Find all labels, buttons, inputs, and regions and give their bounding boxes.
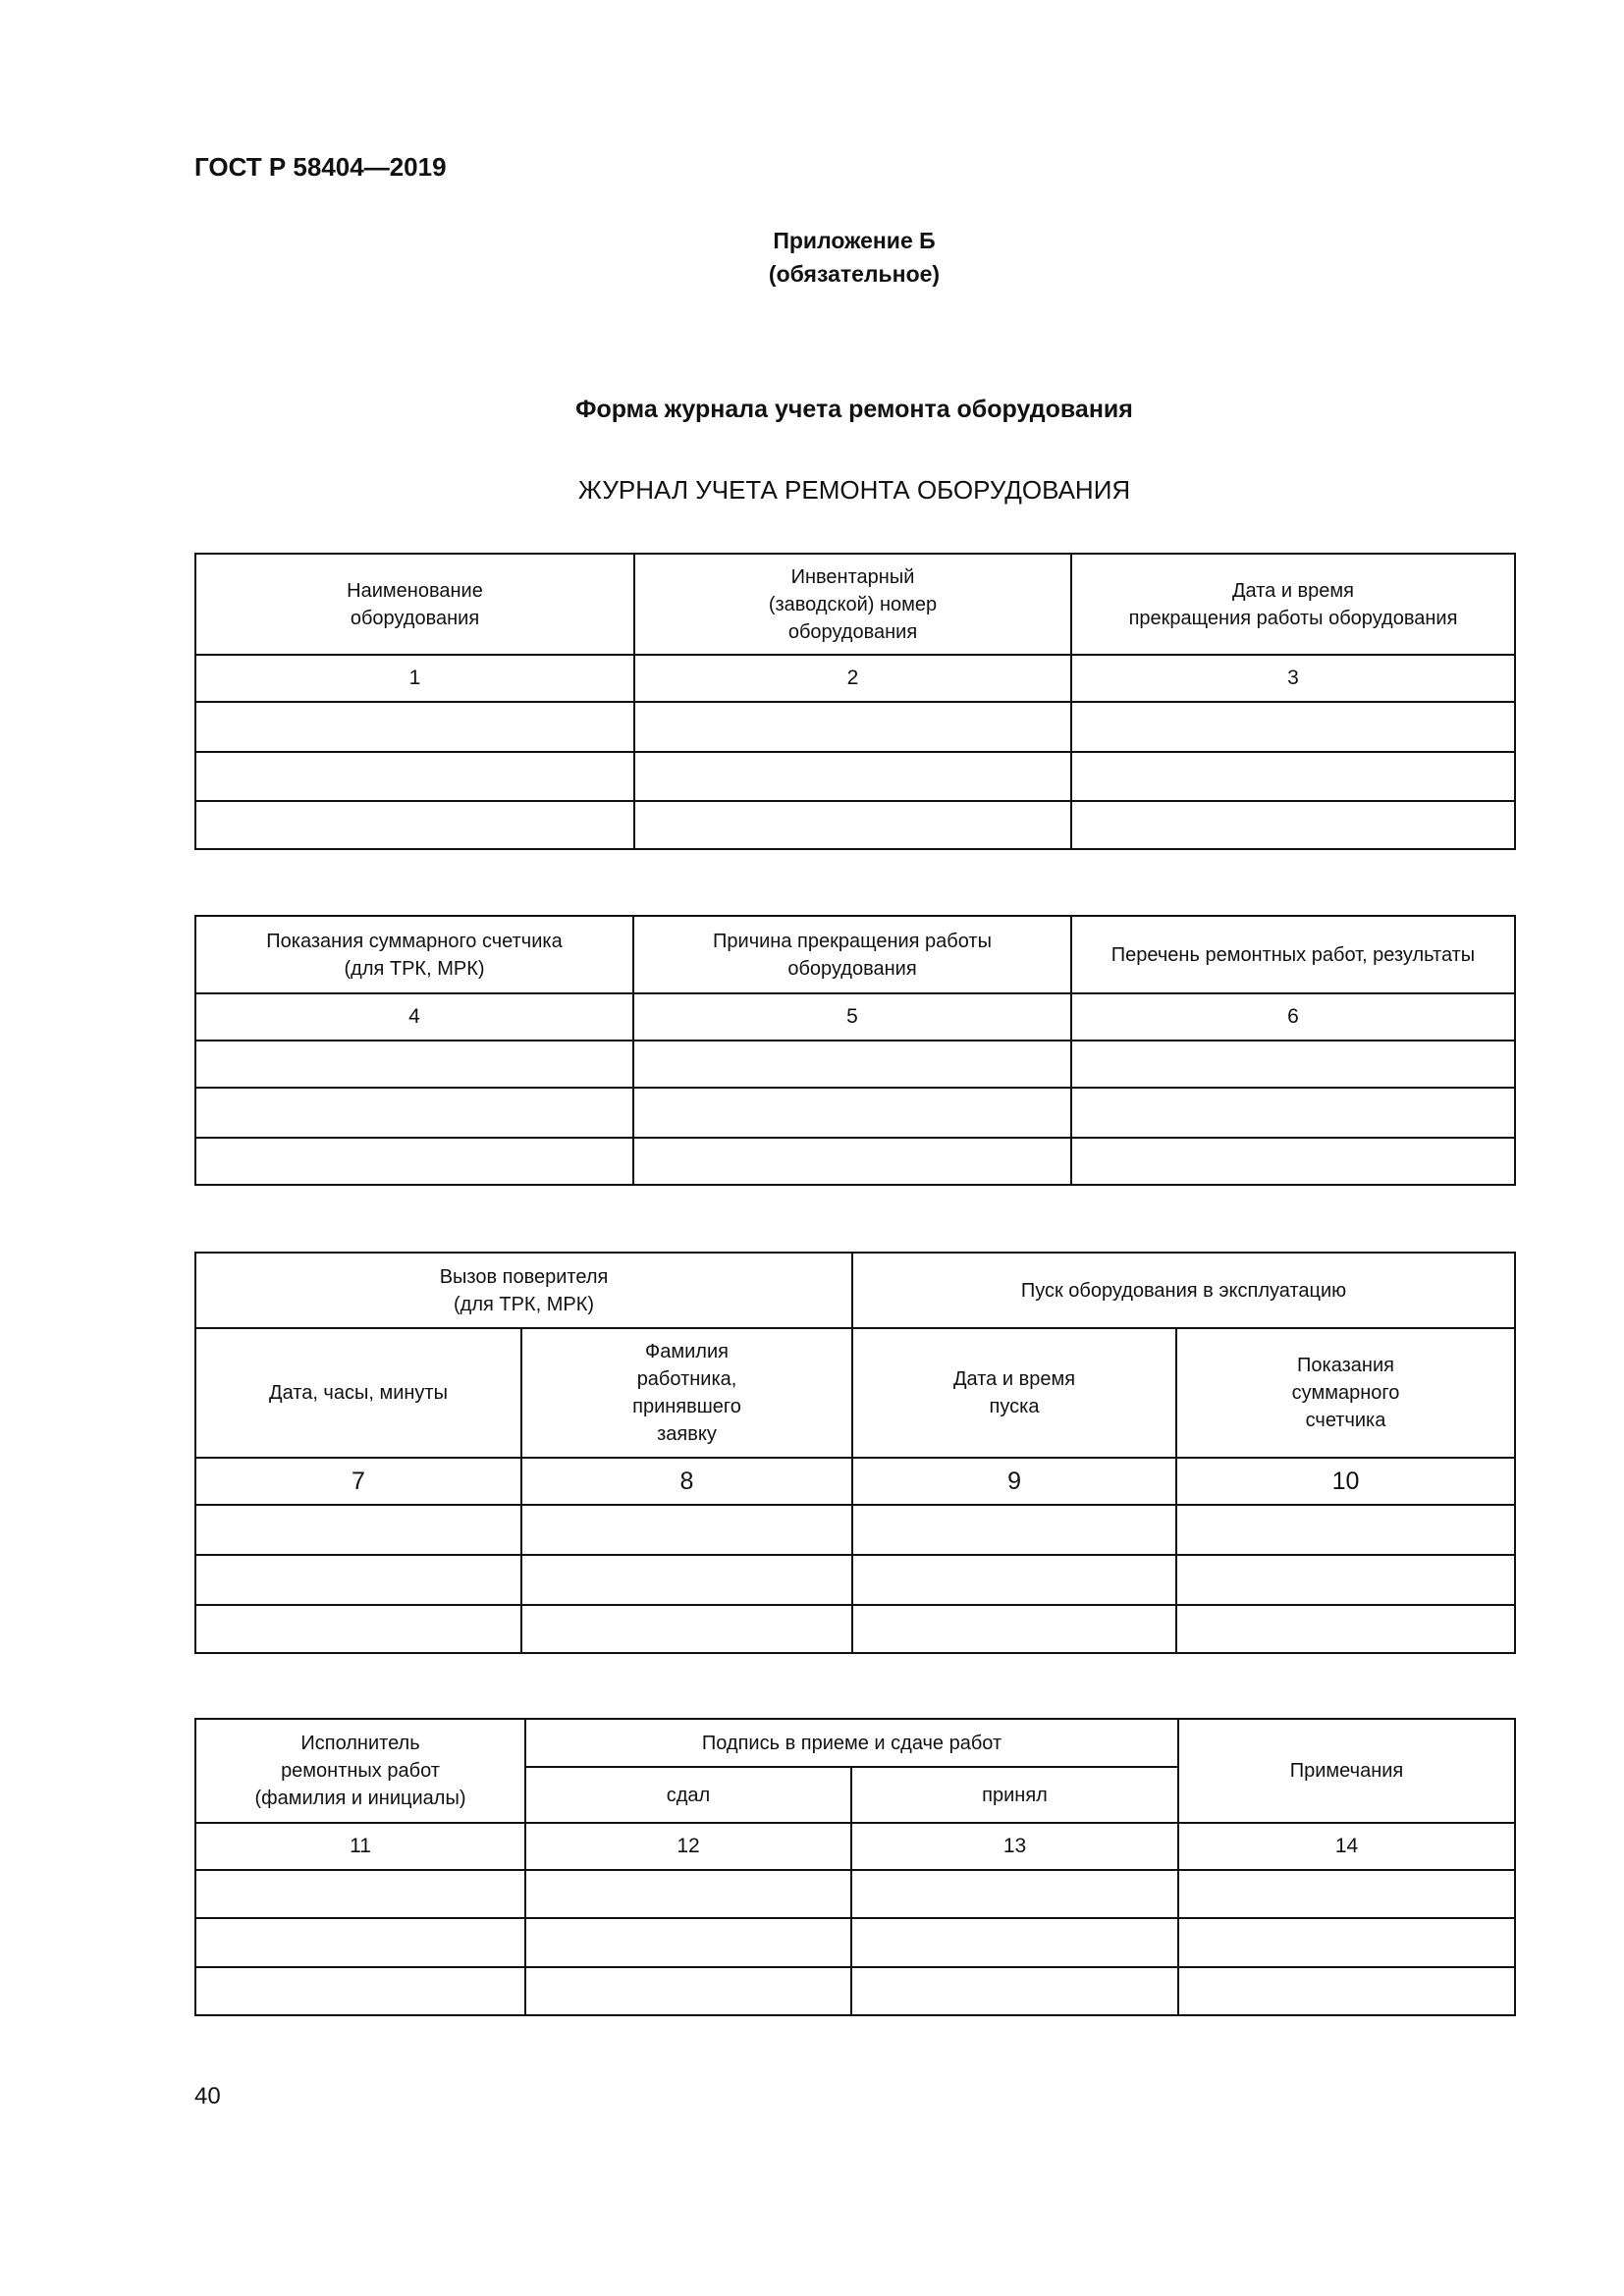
journal-table-4: Исполнитель ремонтных работ (фамилия и и… <box>194 1718 1516 2016</box>
column-number: 2 <box>633 654 1072 703</box>
column-number: 4 <box>194 992 634 1041</box>
appendix-title: Приложение Б <box>773 228 936 253</box>
header-cell: Перечень ремонтных работ, результаты <box>1070 915 1516 994</box>
header-cell: Наименование оборудования <box>194 553 635 656</box>
header-cell: Дата и время прекращения работы оборудов… <box>1070 553 1516 656</box>
header-cell: Показания суммарного счетчика <box>1175 1327 1516 1459</box>
table-row <box>194 1604 1516 1654</box>
table-row <box>194 1504 1516 1556</box>
table-row <box>194 1917 1516 1968</box>
journal-table-3: Вызов поверителя (для ТРК, МРК) Пуск обор… <box>193 1252 1516 1654</box>
column-number: 5 <box>632 992 1072 1041</box>
column-number: 10 <box>1175 1457 1516 1506</box>
header-cell: Фамилия работника, принявшего заявку <box>519 1327 854 1459</box>
journal-table-2: Показания суммарного счетчика (для ТРК, … <box>194 915 1516 1186</box>
column-number: 13 <box>849 1822 1180 1871</box>
header-notes: Примечания <box>1177 1718 1516 1824</box>
group-header-commissioning: Пуск оборудования в эксплуатацию <box>851 1252 1516 1329</box>
header-accepted: принял <box>849 1766 1180 1824</box>
column-number: 12 <box>524 1822 852 1871</box>
column-number: 14 <box>1177 1822 1516 1871</box>
column-number: 7 <box>194 1457 522 1506</box>
table-row <box>194 1087 1516 1139</box>
appendix-status: (обязательное) <box>768 261 941 287</box>
column-number: 3 <box>1070 654 1516 703</box>
page-number: 40 <box>194 2083 221 2109</box>
form-title: Форма журнала учета ремонта оборудования <box>575 396 1133 423</box>
header-cell: Дата, часы, минуты <box>194 1327 522 1459</box>
header-cell: Дата и время пуска <box>851 1327 1178 1459</box>
journal-table-1: Наименование оборудования Инвентарный (за… <box>194 553 1516 850</box>
table-row <box>194 1869 1516 1919</box>
standard-code: ГОСТ Р 58404—2019 <box>194 152 447 182</box>
table-row <box>194 1554 1516 1606</box>
column-number: 11 <box>194 1822 526 1871</box>
header-signature: Подпись в приеме и сдаче работ <box>523 1718 1180 1768</box>
column-number: 9 <box>851 1457 1178 1506</box>
header-executor: Исполнитель ремонтных работ (фамилия и и… <box>194 1718 526 1824</box>
column-number: 8 <box>519 1457 854 1506</box>
table-row <box>194 1040 1516 1089</box>
header-cell: Показания суммарного счетчика (для ТРК, … <box>194 915 634 994</box>
group-header-verifier: Вызов поверителя (для ТРК, МРК) <box>193 1252 854 1329</box>
header-handed: сдал <box>524 1766 852 1824</box>
table-row <box>194 800 1516 850</box>
header-cell: Инвентарный (заводской) номер оборудован… <box>633 553 1072 656</box>
column-number: 6 <box>1070 992 1516 1041</box>
table-row <box>194 701 1516 753</box>
header-cell: Причина прекращения работы оборудования <box>632 915 1072 994</box>
table-row <box>194 751 1516 802</box>
table-row <box>194 1966 1516 2016</box>
journal-title: ЖУРНАЛ УЧЕТА РЕМОНТА ОБОРУДОВАНИЯ <box>577 475 1131 505</box>
column-number: 1 <box>194 654 635 703</box>
table-row <box>194 1137 1516 1186</box>
